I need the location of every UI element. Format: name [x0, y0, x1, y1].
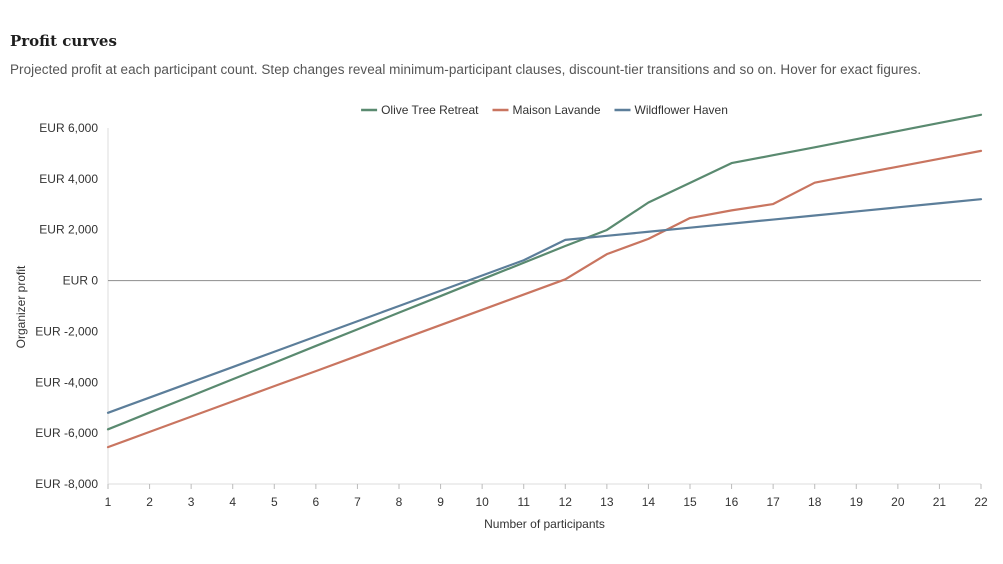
x-tick-label: 14 [642, 495, 656, 509]
x-tick-label: 4 [229, 495, 236, 509]
x-tick-label: 2 [146, 495, 153, 509]
legend-label: Maison Lavande [513, 103, 601, 117]
series-line-wildflower-haven[interactable] [106, 198, 983, 414]
x-tick-label: 11 [517, 495, 530, 509]
x-tick-label: 15 [683, 495, 697, 509]
legend-item[interactable]: Maison Lavande [492, 103, 601, 117]
x-tick-label: 16 [725, 495, 739, 509]
x-tick-label: 9 [437, 495, 444, 509]
y-tick-label: EUR 4,000 [39, 172, 98, 186]
x-tick-label: 3 [188, 495, 195, 509]
chart-subtitle: Projected profit at each participant cou… [10, 62, 922, 77]
legend: Olive Tree Retreat Maison Lavande Wildflow… [361, 103, 728, 117]
legend-label: Wildflower Haven [635, 103, 728, 117]
x-tick-label: 10 [475, 495, 489, 509]
x-tick-label: 21 [933, 495, 947, 509]
x-tick-label: 6 [313, 495, 320, 509]
legend-item[interactable]: Olive Tree Retreat [361, 103, 479, 117]
y-tick-label: EUR -8,000 [35, 477, 98, 491]
chart-title: Profit curves [10, 32, 117, 50]
legend-label: Olive Tree Retreat [381, 103, 479, 117]
x-tick-label: 17 [766, 495, 780, 509]
y-tick-label: EUR -2,000 [35, 324, 98, 338]
x-tick-label: 7 [354, 495, 361, 509]
y-tick-label: EUR -6,000 [35, 426, 98, 440]
x-axis: 1 2 3 4 5 6 7 8 9 10 11 12 13 14 15 16 17 18 19 20 21 22 [105, 483, 988, 509]
x-tick-label: 13 [600, 495, 614, 509]
series-line-olive-tree-retreat[interactable] [106, 113, 983, 431]
y-axis-title: Organizer profit [14, 265, 28, 348]
x-tick-label: 5 [271, 495, 278, 509]
x-tick-label: 12 [559, 495, 573, 509]
y-tick-label: EUR -4,000 [35, 375, 98, 389]
series-layer[interactable] [106, 113, 983, 449]
y-tick-label: EUR 0 [63, 274, 99, 288]
x-tick-label: 18 [808, 495, 822, 509]
x-tick-label: 19 [850, 495, 864, 509]
x-tick-label: 1 [105, 495, 112, 509]
y-tick-label: EUR 6,000 [39, 121, 98, 135]
x-tick-label: 8 [396, 495, 403, 509]
x-tick-label: 20 [891, 495, 905, 509]
x-tick-label: 22 [974, 495, 988, 509]
y-axis: EUR 6,000 EUR 4,000 EUR 2,000 EUR 0 EUR -2,0… [35, 121, 981, 491]
y-tick-label: EUR 2,000 [39, 223, 98, 237]
legend-item[interactable]: Wildflower Haven [614, 103, 728, 117]
series-line-maison-lavande[interactable] [106, 149, 983, 449]
x-axis-title: Number of participants [484, 517, 605, 531]
